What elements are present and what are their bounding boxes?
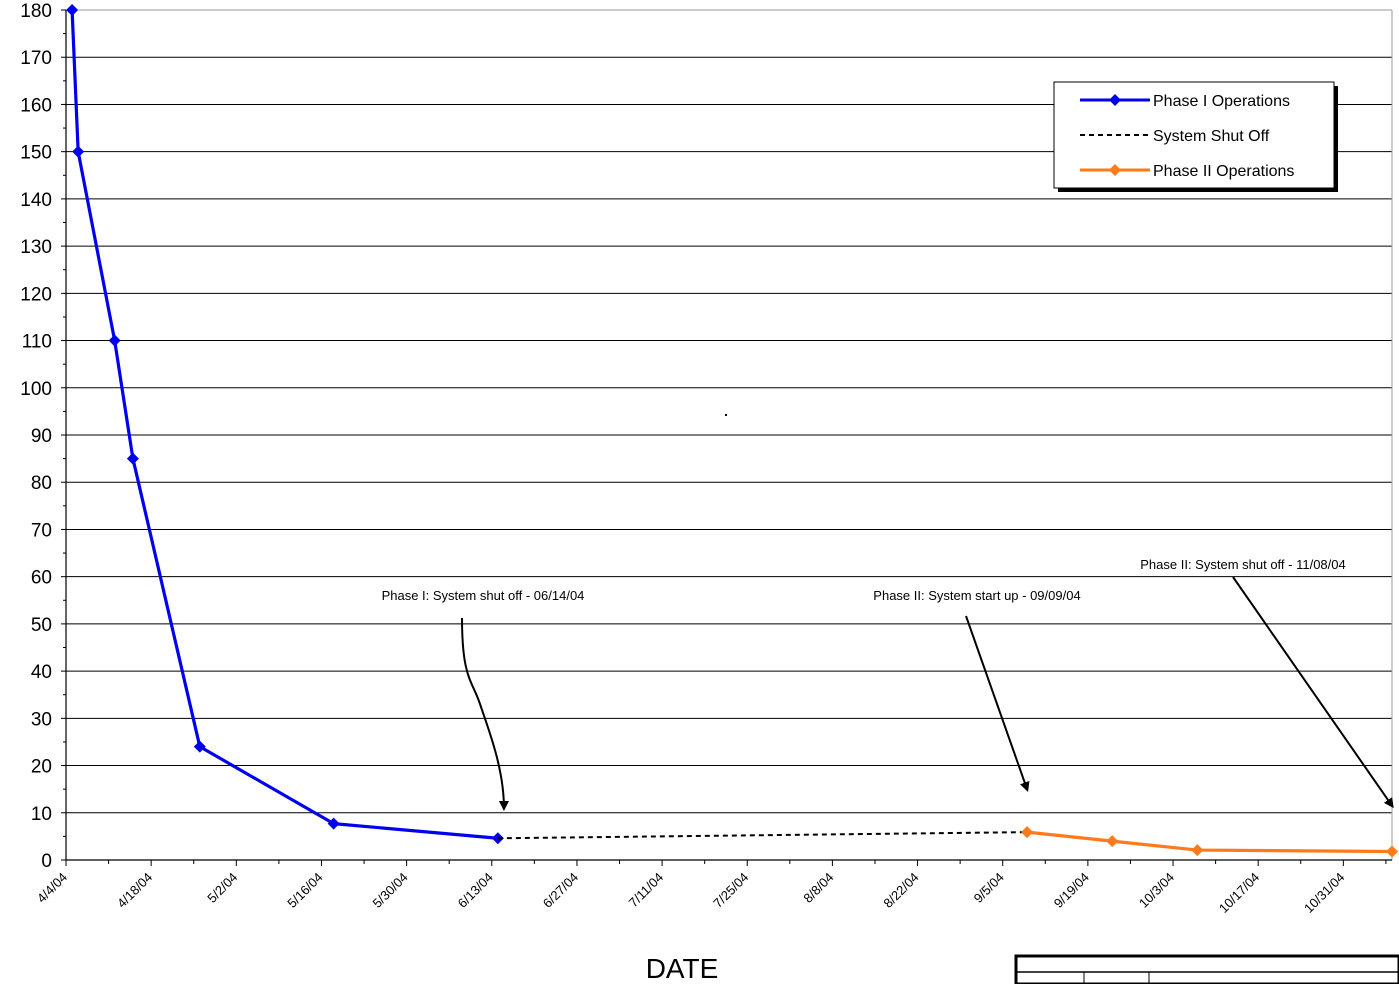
x-tick-label: 5/16/04 (284, 870, 325, 911)
legend-marker-phase-i-operations (1109, 94, 1121, 106)
y-tick-label: 150 (20, 143, 52, 164)
annotation-label: Phase II: System shut off - 11/08/04 (1140, 557, 1345, 572)
series-line-phase-ii-operations (1026, 830, 1393, 854)
stray-dot (725, 414, 727, 416)
y-tick-label: 0 (41, 851, 52, 872)
series-layer (66, 4, 1398, 858)
legend-marker-phase-ii-operations (1109, 164, 1121, 176)
data-point-phase-i-operations (327, 817, 340, 830)
legend-label-phase-ii-operations: Phase II Operations (1153, 163, 1294, 180)
series-line-system-shut-off (497, 831, 1028, 840)
annotations: Phase I: System shut off - 06/14/04 Phase… (382, 557, 1394, 812)
y-tick-label: 140 (20, 190, 52, 211)
data-point-phase-ii-operations (1386, 845, 1398, 858)
y-tick-label: 180 (20, 1, 52, 22)
x-tick-label: 8/8/04 (800, 870, 836, 906)
y-axis-ticks: 0 10 20 30 40 50 60 70 80 90 100 110 120 130 140 150 160… (20, 1, 66, 872)
y-tick-label: 60 (31, 568, 52, 589)
data-point-phase-i-operations (193, 740, 206, 753)
annotation-arrow (1232, 576, 1394, 809)
annotation-arrow (965, 615, 1030, 792)
x-tick-label: 6/13/04 (455, 870, 496, 911)
y-tick-label: 40 (31, 662, 52, 683)
x-tick-label: 10/17/04 (1216, 870, 1262, 916)
y-tick-label: 100 (20, 379, 52, 400)
data-point-phase-i-operations (108, 334, 121, 347)
data-point-phase-ii-operations (1106, 835, 1119, 848)
x-tick-label: 5/30/04 (369, 870, 410, 911)
x-tick-label: 9/19/04 (1051, 870, 1092, 911)
y-tick-label: 10 (31, 804, 52, 825)
y-tick-label: 90 (31, 426, 52, 447)
legend: Phase I Operations System Shut Off Phase I… (1053, 81, 1338, 192)
series-line-phase-i-operations (70, 9, 499, 840)
x-tick-label: 5/2/04 (204, 870, 240, 906)
data-point-phase-i-operations (66, 4, 79, 16)
x-tick-label: 10/3/04 (1136, 870, 1177, 911)
x-tick-label: 7/11/04 (626, 870, 667, 911)
x-tick-label: 4/18/04 (114, 870, 155, 911)
x-tick-label: 8/22/04 (880, 870, 921, 911)
y-tick-label: 120 (20, 284, 52, 305)
x-tick-label: 9/5/04 (971, 870, 1007, 906)
y-tick-label: 80 (31, 473, 52, 494)
y-tick-label: 70 (31, 520, 52, 541)
annotation-label: Phase II: System start up - 09/09/04 (873, 588, 1080, 603)
y-tick-label: 30 (31, 709, 52, 730)
x-tick-label: 4/4/04 (34, 870, 70, 906)
y-tick-label: 110 (22, 332, 52, 353)
y-tick-label: 170 (20, 48, 52, 69)
annotation-label: Phase I: System shut off - 06/14/04 (382, 588, 585, 603)
data-point-phase-i-operations (126, 452, 139, 465)
data-point-phase-ii-operations (1191, 844, 1204, 857)
x-axis-ticks: 4/4/04 4/18/04 5/2/04 5/16/04 5/30/04 6/13/04… (34, 860, 1387, 916)
data-point-phase-ii-operations (1021, 826, 1034, 839)
x-tick-label: 10/31/04 (1301, 870, 1347, 916)
x-tick-label: 7/25/04 (710, 870, 751, 911)
data-point-phase-i-operations (72, 145, 85, 158)
title-block-frame (1014, 954, 1399, 984)
x-tick-label: 6/27/04 (540, 870, 581, 911)
legend-label-phase-i-operations: Phase I Operations (1153, 93, 1290, 110)
y-tick-label: 50 (31, 615, 52, 636)
y-tick-label: 20 (31, 757, 52, 778)
annotation-arrow (461, 617, 509, 812)
y-tick-label: 160 (20, 95, 52, 116)
legend-label-system-shut-off: System Shut Off (1153, 128, 1270, 145)
x-axis-label: DATE (646, 953, 719, 984)
y-tick-label: 130 (20, 237, 52, 258)
